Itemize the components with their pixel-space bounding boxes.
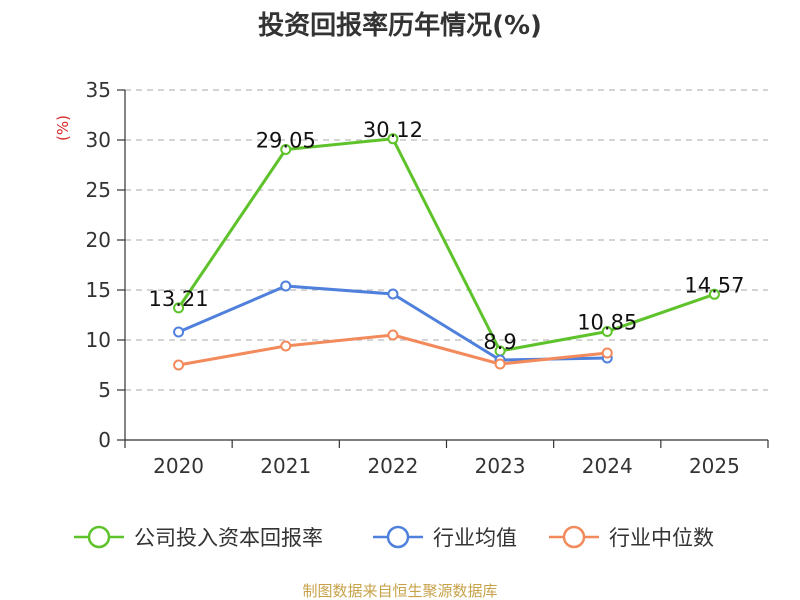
data-point[interactable] bbox=[280, 144, 292, 155]
data-point[interactable] bbox=[387, 329, 399, 341]
x-tick-label: 2025 bbox=[689, 454, 740, 478]
y-tick-label: 20 bbox=[86, 228, 111, 252]
legend-item[interactable]: 行业均值 bbox=[373, 525, 517, 550]
chart-title: 投资回报率历年情况(%) bbox=[258, 10, 542, 41]
source-note: 制图数据来自恒生聚源数据库 bbox=[302, 582, 497, 600]
legend-item[interactable]: 公司投入资本回报率 bbox=[74, 525, 323, 550]
data-point[interactable] bbox=[601, 326, 613, 337]
grid-lines bbox=[125, 89, 768, 391]
data-labels: 13.21 29.05 30.12 8.9 10.85 14.57 bbox=[149, 118, 745, 354]
y-tick-label: 10 bbox=[86, 328, 111, 352]
y-tick-label: 15 bbox=[86, 278, 111, 302]
legend-marker bbox=[87, 525, 111, 549]
x-tick-label: 2021 bbox=[260, 454, 311, 478]
legend-marker bbox=[562, 525, 586, 549]
y-tick-label: 5 bbox=[98, 378, 111, 402]
legend-marker bbox=[386, 525, 410, 549]
y-tick-label: 35 bbox=[86, 78, 111, 102]
data-point[interactable] bbox=[387, 288, 399, 300]
data-point[interactable] bbox=[173, 359, 185, 371]
data-point[interactable] bbox=[708, 288, 720, 300]
y-tick-label: 0 bbox=[98, 428, 111, 452]
data-point[interactable] bbox=[173, 302, 185, 314]
x-tick-label: 2020 bbox=[153, 454, 204, 478]
legend-label: 行业均值 bbox=[433, 526, 517, 550]
data-label: 30.12 bbox=[363, 118, 423, 142]
y-tick-label: 25 bbox=[86, 178, 111, 202]
data-point[interactable] bbox=[280, 340, 292, 352]
data-label: 29.05 bbox=[256, 129, 316, 153]
legend-label: 公司投入资本回报率 bbox=[134, 526, 323, 550]
data-label: 10.85 bbox=[577, 311, 637, 335]
series-line-0 bbox=[177, 137, 715, 353]
data-point[interactable] bbox=[173, 326, 185, 338]
data-point[interactable] bbox=[387, 133, 399, 145]
data-label: 13.21 bbox=[149, 287, 209, 311]
data-point[interactable] bbox=[494, 358, 506, 370]
x-tick-label: 2022 bbox=[367, 454, 418, 478]
x-tick-label: 2024 bbox=[582, 454, 633, 478]
data-label: 8.9 bbox=[483, 330, 516, 354]
series-layer bbox=[173, 133, 720, 371]
data-point[interactable] bbox=[601, 347, 613, 359]
data-label: 14.57 bbox=[684, 273, 744, 297]
data-point[interactable] bbox=[280, 280, 292, 292]
y-axis-label: (%) bbox=[54, 115, 72, 141]
legend[interactable]: 公司投入资本回报率 行业均值 行业中位数 bbox=[74, 525, 714, 550]
y-tick-label: 30 bbox=[86, 128, 111, 152]
legend-label: 行业中位数 bbox=[609, 526, 714, 550]
legend-item[interactable]: 行业中位数 bbox=[549, 525, 714, 550]
x-tick-label: 2023 bbox=[475, 454, 526, 478]
